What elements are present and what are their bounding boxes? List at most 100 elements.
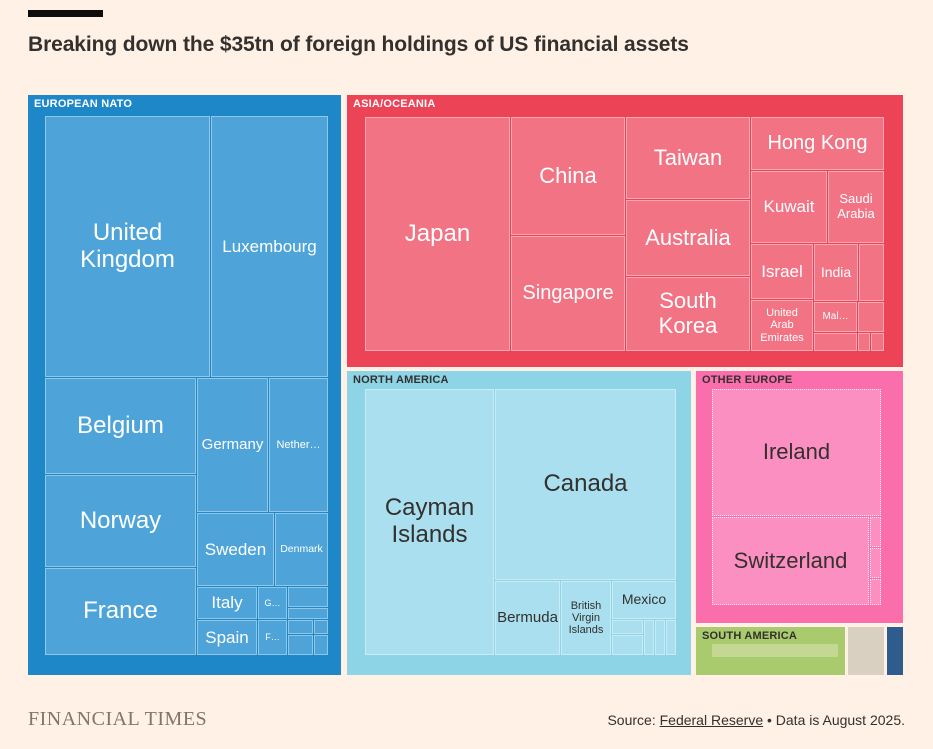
tile-israel[interactable]: Israel: [751, 244, 813, 299]
tile-switzerland[interactable]: Switzerland: [712, 517, 869, 605]
tile-unlabeled[interactable]: [858, 333, 870, 351]
tile-label: Norway: [79, 506, 162, 534]
tile-label: South Korea: [658, 288, 718, 338]
tile-label: Ireland: [762, 439, 831, 465]
tile-hong-kong[interactable]: Hong Kong: [751, 117, 884, 170]
group-north-america: NORTH AMERICA Cayman Islands Canada Bermuda…: [347, 371, 691, 675]
tile-label: F…: [265, 632, 280, 643]
tile-nether[interactable]: Nether…: [269, 378, 328, 512]
tile-belgium[interactable]: Belgium: [45, 378, 196, 474]
tile-saudi-arabia[interactable]: Saudi Arabia: [828, 171, 884, 243]
tile-norway[interactable]: Norway: [45, 475, 196, 567]
tile-south-korea[interactable]: South Korea: [626, 277, 750, 351]
tile-label: Japan: [404, 219, 471, 247]
tile-unlabeled[interactable]: [858, 302, 884, 332]
tile-label: Denmark: [280, 542, 323, 555]
tile-unlabeled[interactable]: [814, 333, 857, 351]
treemap: EUROPEAN NATO United Kingdom Luxembourg Bel…: [28, 95, 903, 675]
tile-label: Sweden: [204, 539, 267, 559]
tile-label: G…: [264, 597, 281, 608]
tile-unlabeled[interactable]: [666, 620, 676, 655]
tile-unlabeled[interactable]: [870, 579, 881, 605]
tile-label: Nether…: [276, 438, 321, 451]
tile-label: India: [820, 263, 852, 280]
tile-kuwait[interactable]: Kuwait: [751, 171, 827, 243]
tile-label: Canada: [543, 470, 628, 498]
tile-label: Kuwait: [763, 197, 815, 217]
tile-mexico[interactable]: Mexico: [612, 581, 676, 619]
tile-label: Saudi Arabia: [837, 191, 875, 221]
group-label-south-america: SOUTH AMERICA: [702, 630, 798, 642]
group-label-other-europe: OTHER EUROPE: [702, 374, 793, 386]
group-other-europe: OTHER EUROPE Ireland Switzerland: [696, 371, 903, 623]
source-note: Source: Federal Reserve • Data is August…: [607, 712, 905, 728]
group-label-north-america: NORTH AMERICA: [353, 374, 449, 386]
tile-unlabeled[interactable]: [314, 620, 328, 634]
ft-top-bar: [28, 10, 103, 17]
tile-canada[interactable]: Canada: [495, 389, 676, 580]
tile-cayman-islands[interactable]: Cayman Islands: [365, 389, 494, 655]
tile-mal[interactable]: Mal…: [814, 302, 857, 332]
tile-spain[interactable]: Spain: [197, 620, 257, 655]
tile-japan[interactable]: Japan: [365, 117, 510, 351]
tile-label: Germany: [201, 435, 264, 453]
tile-united-kingdom[interactable]: United Kingdom: [45, 116, 210, 377]
tile-label: British Virgin Islands: [568, 599, 604, 637]
tile-label: Cayman Islands: [384, 494, 475, 548]
source-suffix: • Data is August 2025.: [763, 712, 905, 728]
tile-unlabeled[interactable]: [859, 244, 884, 301]
tile-british-virgin-islands[interactable]: British Virgin Islands: [561, 581, 611, 655]
tile-unlabeled[interactable]: [288, 635, 313, 655]
tile-france[interactable]: France: [45, 568, 196, 655]
tile-unlabeled[interactable]: [871, 333, 884, 351]
group-asia-oceania: ASIA/OCEANIA Japan China Singapore Taiwan Hon…: [347, 95, 903, 367]
tile-unlabeled[interactable]: [870, 517, 881, 547]
tile-unlabeled[interactable]: [288, 608, 328, 619]
tile-f[interactable]: F…: [258, 620, 287, 655]
tile-united-arab-emirates[interactable]: United Arab Emirates: [751, 300, 813, 351]
tile-label: Singapore: [522, 282, 614, 305]
tile-germany[interactable]: Germany: [197, 378, 268, 512]
group-european-nato: EUROPEAN NATO United Kingdom Luxembourg Bel…: [28, 95, 341, 675]
tile-label: Israel: [761, 261, 803, 281]
tile-label: Australia: [645, 224, 731, 250]
tile-unlabeled[interactable]: [655, 620, 665, 655]
tile-singapore[interactable]: Singapore: [511, 236, 625, 351]
group-block: [887, 627, 903, 675]
tile-luxembourg[interactable]: Luxembourg: [211, 116, 328, 377]
tile-label: France: [83, 597, 158, 625]
tile-unlabeled[interactable]: [644, 620, 654, 655]
tile-label: China: [539, 162, 597, 188]
tile-australia[interactable]: Australia: [626, 200, 750, 276]
tile-unlabeled[interactable]: [612, 635, 643, 655]
source-prefix: Source:: [607, 712, 660, 728]
tile-label: Luxembourg: [222, 236, 317, 256]
tile-unlabeled[interactable]: [712, 644, 838, 657]
tile-taiwan[interactable]: Taiwan: [626, 117, 750, 199]
tile-g[interactable]: G…: [258, 587, 287, 619]
tile-unlabeled[interactable]: [612, 620, 643, 634]
tile-label: United Kingdom: [80, 218, 175, 273]
tile-ireland[interactable]: Ireland: [712, 389, 881, 516]
tile-unlabeled[interactable]: [288, 587, 328, 607]
tile-india[interactable]: India: [814, 244, 858, 301]
tile-label: Mexico: [621, 591, 667, 608]
tile-bermuda[interactable]: Bermuda: [495, 581, 560, 655]
tile-unlabeled[interactable]: [288, 620, 313, 634]
tile-italy[interactable]: Italy: [197, 587, 257, 619]
tile-unlabeled[interactable]: [870, 548, 881, 578]
source-link[interactable]: Federal Reserve: [659, 712, 764, 728]
tile-label: Belgium: [77, 411, 164, 439]
ft-logo: FINANCIAL TIMES: [28, 708, 208, 730]
group-label-asia-oceania: ASIA/OCEANIA: [353, 98, 436, 110]
tile-label: Mal…: [822, 311, 849, 323]
tile-label: Switzerland: [733, 547, 848, 573]
tile-label: Italy: [211, 593, 243, 613]
group-label-european-nato: EUROPEAN NATO: [34, 98, 133, 110]
tile-unlabeled[interactable]: [314, 635, 328, 655]
tile-sweden[interactable]: Sweden: [197, 513, 274, 586]
tile-denmark[interactable]: Denmark: [275, 513, 328, 586]
tile-label: Taiwan: [653, 144, 723, 170]
tile-china[interactable]: China: [511, 117, 625, 235]
chart-title: Breaking down the $35tn of foreign holdi…: [28, 33, 689, 56]
